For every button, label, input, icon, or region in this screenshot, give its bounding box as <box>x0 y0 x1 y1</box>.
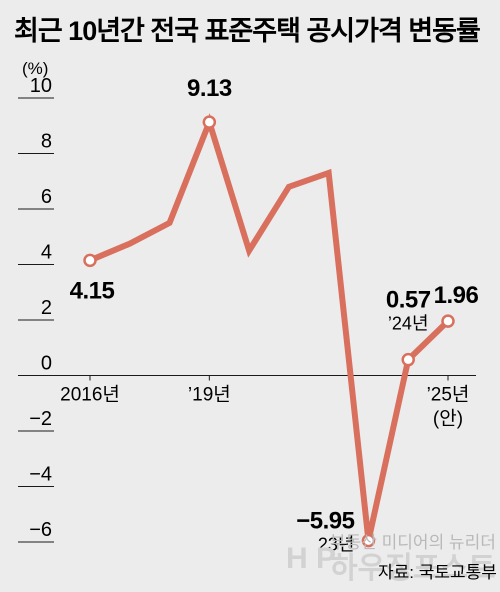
y-tick-label: −4 <box>29 464 52 486</box>
data-point <box>401 352 415 367</box>
data-label: 1.96 <box>434 282 479 309</box>
y-tick-label: 10 <box>30 75 52 97</box>
data-point <box>202 115 217 129</box>
x-tick-label: (안) <box>433 408 463 430</box>
series-line <box>88 113 451 542</box>
data-label: 0.57 <box>386 287 431 314</box>
x-tick-label: 2016년 <box>60 384 120 406</box>
x-tick-label: ’19년 <box>188 384 231 406</box>
data-point <box>83 253 97 268</box>
x-axis: 2016년 ’19년 ’25년(안) <box>60 375 470 430</box>
source-note: 자료: 국토교통부 <box>378 563 497 582</box>
y-tick-label: −2 <box>29 408 52 430</box>
y-unit-label: (%) <box>22 59 48 78</box>
watermark-logo: H P <box>286 542 336 575</box>
data-sublabel: 23년 <box>318 535 355 555</box>
y-axis: 10 8 6 4 2 0 −2 −4 −6 <box>18 75 54 543</box>
watermark-brand: 하우징포스트 <box>330 552 496 585</box>
y-tick-label: 6 <box>41 186 52 208</box>
y-tick-label: 2 <box>41 297 52 319</box>
watermark: H P 부동산 미디어의 뉴리더 하우징포스트 <box>286 533 496 585</box>
chart-title: 최근 10년간 전국 표준주택 공시가격 변동률 <box>14 16 480 46</box>
data-label: 9.13 <box>187 75 232 102</box>
y-tick-label: 4 <box>41 242 52 264</box>
data-point <box>361 533 376 548</box>
data-point <box>441 314 455 328</box>
x-tick-label: ’25년 <box>427 384 470 406</box>
watermark-tagline: 부동산 미디어의 뉴리더 <box>330 533 496 552</box>
y-tick-label: −6 <box>29 519 52 541</box>
data-points <box>83 115 455 548</box>
y-tick-label: 8 <box>41 131 52 153</box>
data-sublabel: ’24년 <box>388 314 429 334</box>
data-label: 4.15 <box>70 277 115 304</box>
y-tick-label: 0 <box>41 353 52 375</box>
data-label: −5.95 <box>296 508 354 535</box>
